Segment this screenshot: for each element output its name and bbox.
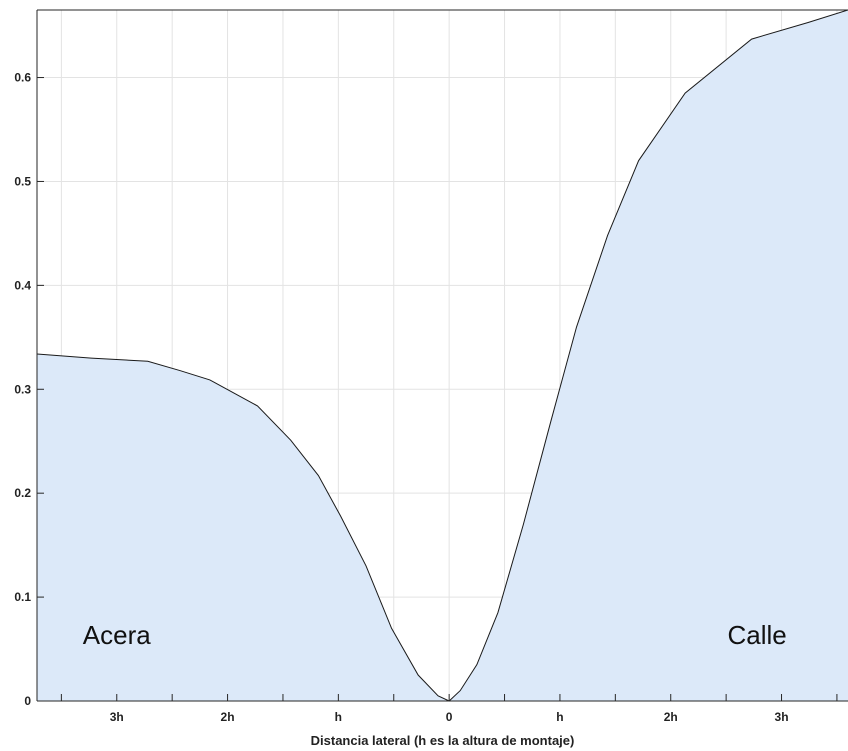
- x-tick-label: 2h: [664, 710, 678, 724]
- x-tick-label: h: [335, 710, 342, 724]
- y-tick-label: 0.2: [14, 486, 31, 500]
- tick-labels: 3h 2h h 0 h 2h 3h 0 0.1 0.2 0.3 0.4 0.5 0.6: [14, 71, 788, 724]
- y-tick-label: 0.5: [14, 174, 31, 188]
- annotations: Acera Calle: [83, 620, 787, 650]
- y-tick-label: 0.1: [14, 590, 31, 604]
- y-tick-label: 0: [24, 694, 31, 708]
- axes: [36, 9, 848, 702]
- x-tick-label: h: [556, 710, 563, 724]
- x-tick-label: 0: [446, 710, 453, 724]
- y-tick-label: 0.3: [14, 382, 31, 396]
- x-tick-label: 2h: [221, 710, 235, 724]
- region-label: Acera: [83, 620, 151, 650]
- series-area: [37, 10, 848, 701]
- y-tick-label: 0.6: [14, 71, 31, 85]
- series-line: [36, 9, 848, 702]
- x-tick-label: 3h: [110, 710, 124, 724]
- x-tick-label: 3h: [775, 710, 789, 724]
- region-label: Calle: [728, 620, 787, 650]
- x-axis-title: Distancia lateral (h es la altura de mon…: [311, 733, 575, 748]
- y-tick-label: 0.4: [14, 278, 31, 292]
